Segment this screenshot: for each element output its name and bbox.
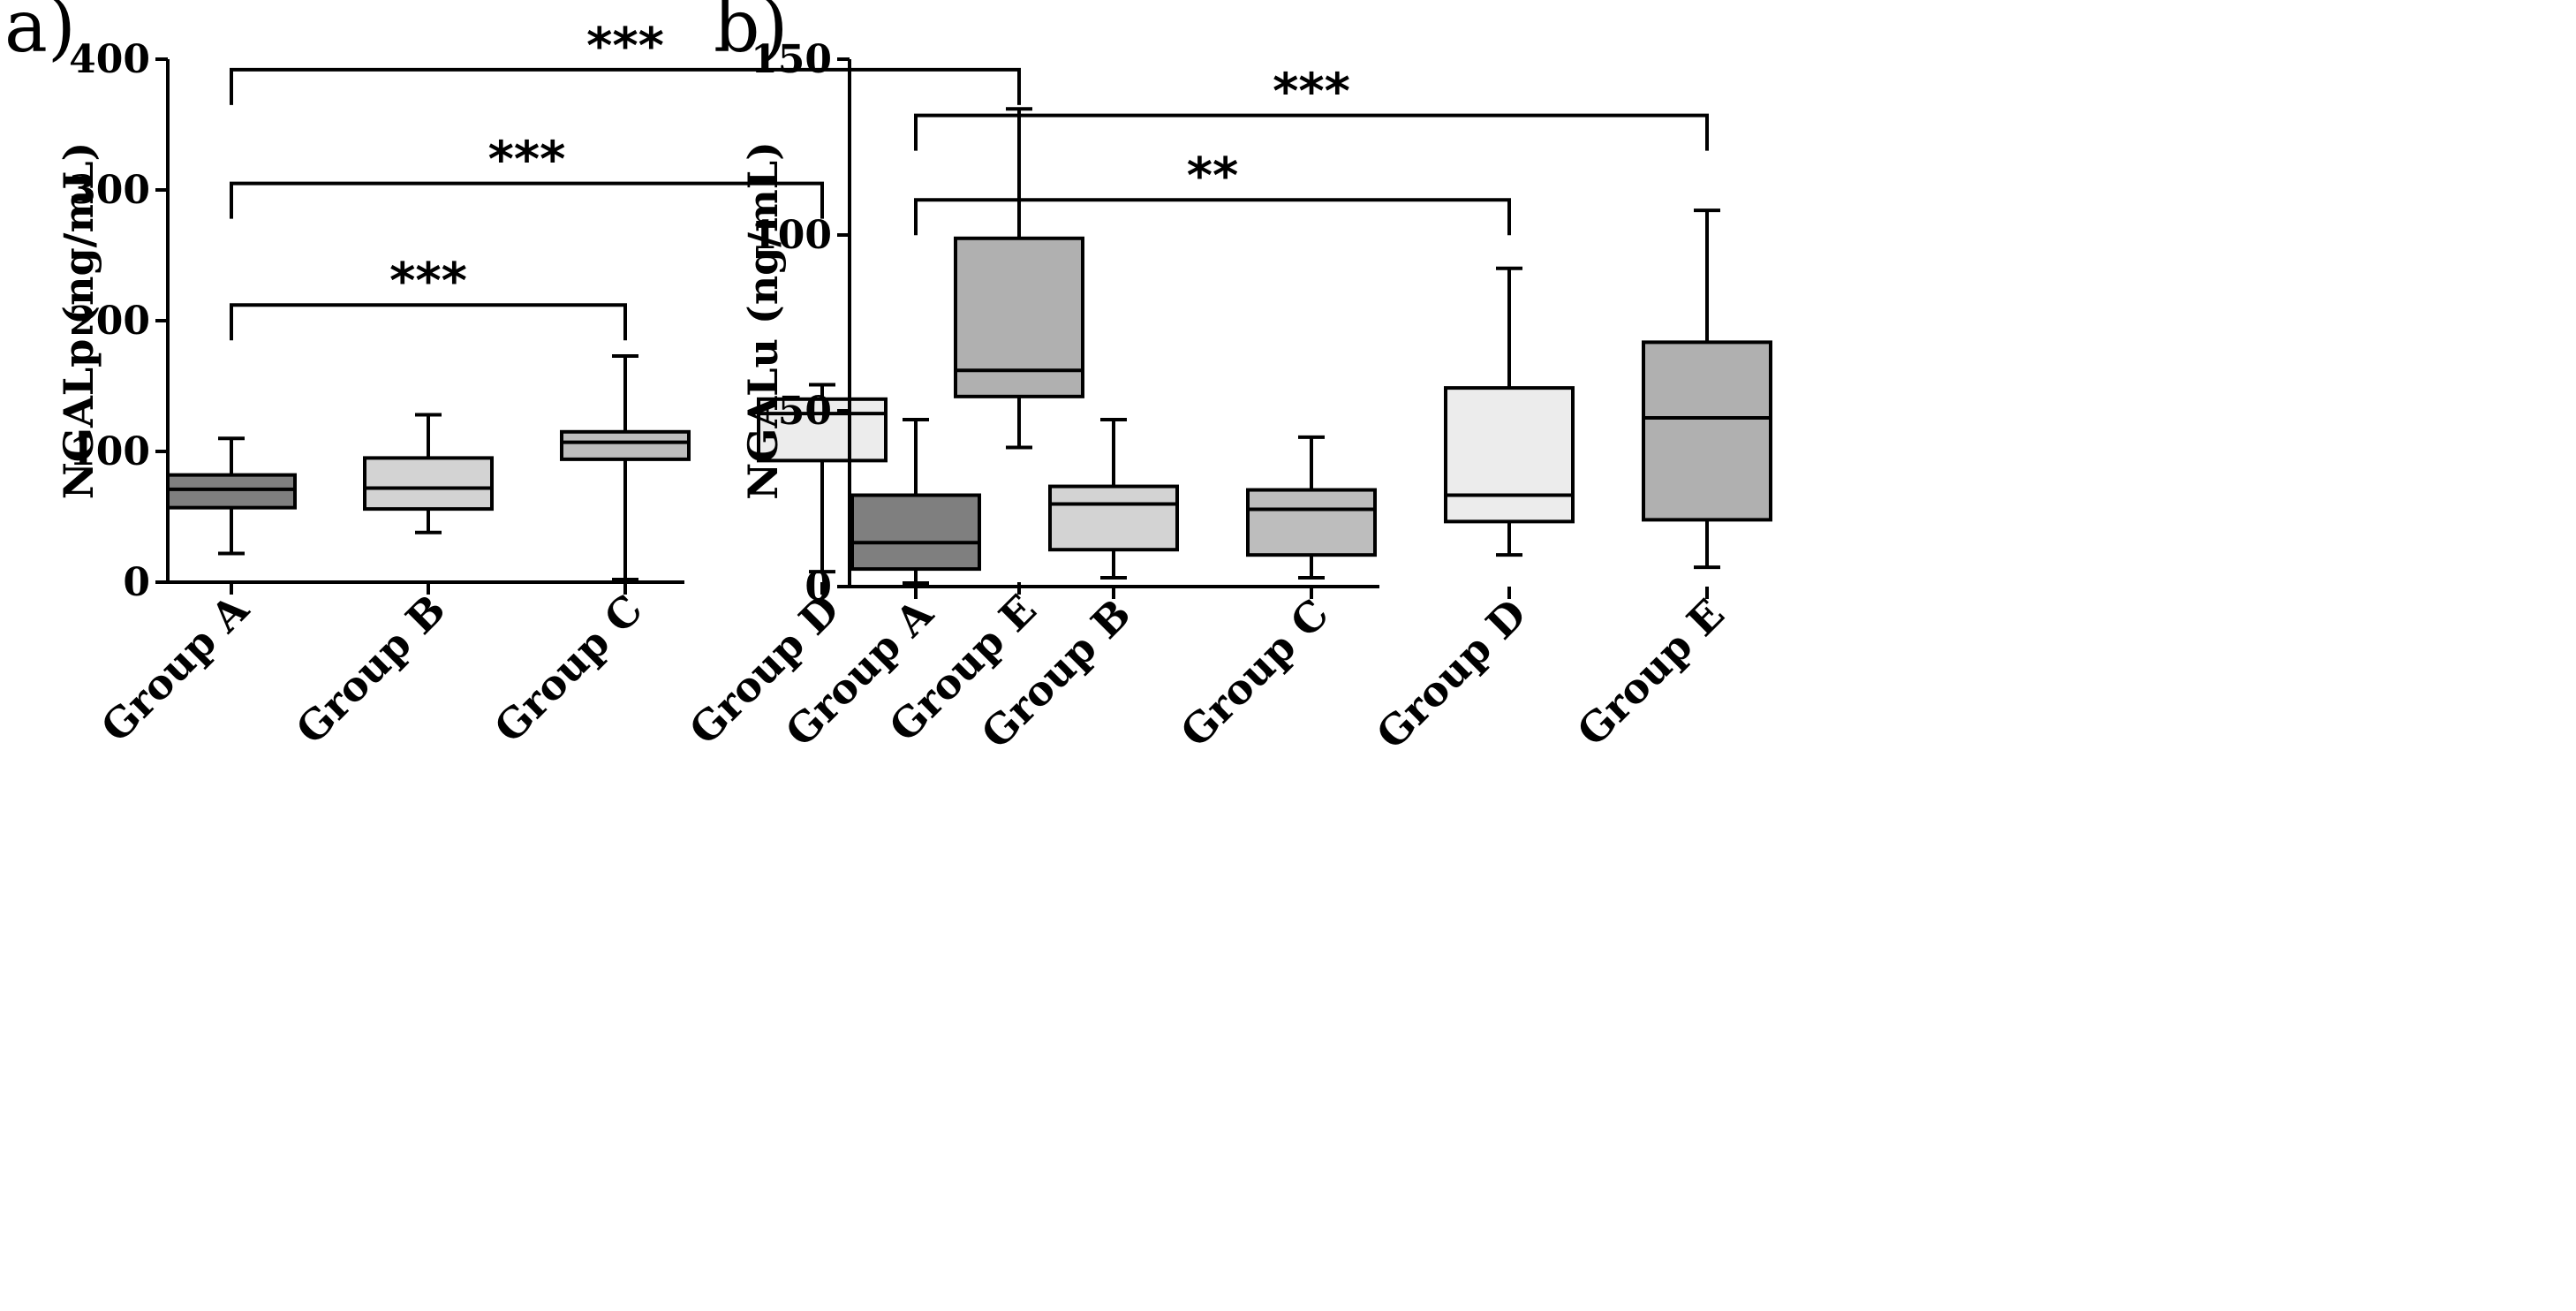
y-tick-label: 0 — [805, 565, 832, 610]
iqr-box — [954, 236, 1084, 398]
iqr-box — [1642, 340, 1772, 522]
y-tick-label: 150 — [751, 37, 832, 82]
iqr-box — [363, 456, 494, 512]
x-category-label: Group A — [92, 585, 259, 752]
x-category-label: Group E — [1568, 590, 1733, 755]
iqr-box — [166, 473, 297, 510]
bracket-line — [230, 67, 1021, 105]
y-tick-label: 100 — [751, 213, 832, 258]
y-tick-label: 200 — [69, 299, 150, 344]
significance-bracket: *** — [230, 18, 1021, 105]
y-tick-label: 300 — [69, 168, 150, 213]
bracket-line — [914, 113, 1709, 151]
iqr-box — [1246, 488, 1377, 557]
iqr-box — [1444, 386, 1575, 524]
bracket-line — [230, 181, 824, 219]
significance-label: *** — [488, 132, 566, 189]
y-tick-label: 100 — [69, 429, 150, 474]
iqr-box — [560, 429, 691, 461]
panel-label: a) — [4, 0, 76, 69]
bracket-line — [914, 198, 1511, 236]
significance-label: *** — [586, 18, 664, 75]
y-axis-label: NGALu (ng/mL) — [739, 141, 787, 500]
significance-label: *** — [389, 253, 467, 310]
box-group-b: Group B — [287, 413, 494, 754]
y-axis-label: NGALp (ng/mL) — [55, 142, 102, 500]
x-category-label: Group B — [287, 586, 455, 754]
y-tick-label: 400 — [69, 37, 150, 82]
y-tick-label: 50 — [778, 389, 832, 434]
iqr-box — [757, 397, 888, 463]
y-tick-label: 0 — [123, 560, 150, 605]
significance-label: ** — [1187, 148, 1239, 205]
significance-bracket: *** — [230, 132, 824, 219]
iqr-box — [1048, 484, 1179, 552]
significance-label: *** — [1273, 64, 1350, 121]
box-group-c: Group C — [1171, 435, 1377, 756]
x-category-label: Group D — [1367, 590, 1536, 759]
box-group-d: Group D — [1367, 266, 1575, 759]
box-group-e: Group E — [1568, 208, 1772, 755]
panel-label: b) — [714, 0, 788, 69]
significance-bracket: *** — [914, 64, 1709, 151]
significance-bracket: ** — [914, 148, 1511, 236]
box-group-c: Group C — [485, 353, 691, 752]
box-group-b: Group B — [972, 417, 1179, 758]
bracket-line — [230, 303, 627, 341]
significance-bracket: *** — [230, 253, 627, 341]
iqr-box — [850, 493, 981, 572]
x-category-label: Group C — [485, 586, 651, 752]
x-category-label: Group C — [1171, 590, 1337, 756]
